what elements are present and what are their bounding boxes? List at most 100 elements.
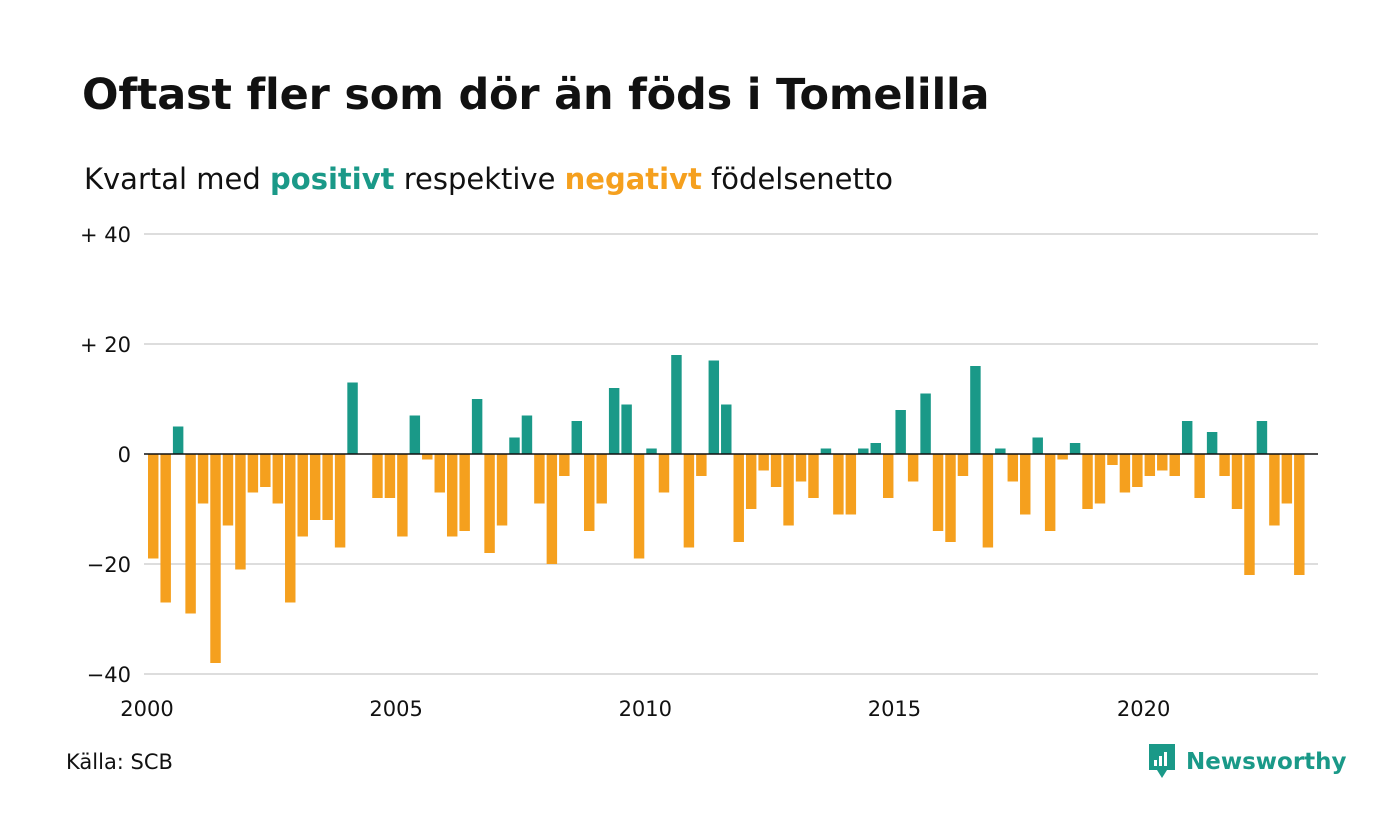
subtitle-positive-word: positivt	[270, 162, 395, 196]
bar-negative	[596, 454, 607, 504]
bar-negative	[1007, 454, 1019, 482]
bar-positive	[895, 410, 906, 454]
bar-negative	[247, 454, 259, 493]
bar-negative	[260, 454, 271, 487]
bar-positive	[920, 393, 931, 454]
bar-positive	[671, 355, 682, 454]
bar-positive	[1206, 432, 1218, 454]
bar-positive	[970, 366, 981, 454]
bar-positive	[1181, 421, 1193, 454]
bar-negative	[584, 454, 595, 531]
bar-negative	[696, 454, 707, 476]
bar-negative	[808, 454, 819, 498]
bar-positive	[995, 448, 1006, 454]
y-tick-label: 0	[118, 443, 131, 467]
bar-negative	[235, 454, 246, 570]
bar-negative	[546, 454, 558, 564]
bar-negative	[534, 454, 545, 504]
bar-negative	[770, 454, 782, 487]
bar-negative	[384, 454, 396, 498]
bar-negative	[907, 454, 919, 482]
brand-name: Newsworthy	[1186, 749, 1347, 775]
bar-positive	[409, 415, 421, 454]
bar-negative	[1094, 454, 1106, 504]
bar-negative	[484, 454, 495, 553]
newsworthy-logo-icon	[1149, 744, 1175, 778]
bar-negative	[559, 454, 570, 476]
bar-positive	[1256, 421, 1268, 454]
subtitle-text-before: Kvartal med	[84, 162, 261, 196]
bar-positive	[608, 388, 620, 454]
bar-negative	[658, 454, 670, 493]
bar-negative	[297, 454, 308, 537]
bar-negative	[795, 454, 807, 482]
x-tick-label: 2015	[868, 697, 921, 721]
bar-negative	[272, 454, 284, 504]
bar-negative	[1294, 454, 1305, 575]
bar-negative	[322, 454, 333, 520]
bar-negative	[783, 454, 794, 526]
bar-negative	[845, 454, 857, 515]
bar-negative	[1231, 454, 1243, 509]
chart-subtitle: Kvartal med positivt respektive negativt…	[84, 162, 893, 196]
bar-negative	[197, 454, 209, 504]
subtitle-text-middle: respektive	[403, 162, 556, 196]
bar-negative	[945, 454, 956, 542]
bar-negative	[1169, 454, 1180, 476]
bar-positive	[820, 448, 832, 454]
bar-negative	[982, 454, 994, 548]
bar-negative	[210, 454, 221, 663]
bar-negative	[222, 454, 234, 526]
bar-negative	[758, 454, 769, 471]
bar-negative	[1269, 454, 1280, 526]
bar-negative	[633, 454, 645, 559]
bar-positive	[858, 448, 869, 454]
bar-positive	[870, 443, 881, 454]
axes: + 40 + 20 0 −20 −40 2000 2005 2010 2015 2020	[80, 223, 1318, 721]
x-tick-label: 2020	[1117, 697, 1170, 721]
subtitle-text-after: födelsenetto	[711, 162, 893, 196]
bar-negative	[434, 454, 445, 493]
bar-negative	[833, 454, 844, 515]
bar-negative	[496, 454, 508, 526]
bar-negative	[422, 454, 433, 460]
bar-positive	[621, 404, 632, 454]
bar-positive	[1069, 443, 1081, 454]
bar-positive	[471, 399, 483, 454]
bar-positive	[172, 426, 184, 454]
grid-lines	[144, 233, 1318, 675]
bar-positive	[347, 382, 358, 454]
bar-negative	[372, 454, 383, 498]
bar-negative	[683, 454, 695, 548]
bar-negative	[334, 454, 346, 548]
bar-negative	[1057, 454, 1068, 460]
bar-negative	[1119, 454, 1131, 493]
x-tick-label: 2005	[369, 697, 422, 721]
bar-negative	[882, 454, 894, 498]
brand-logo: Newsworthy	[1147, 742, 1347, 782]
subtitle-negative-word: negativt	[564, 162, 702, 196]
bar-negative	[185, 454, 196, 614]
bar-negative	[1244, 454, 1255, 575]
bar-negative	[1107, 454, 1118, 465]
bar-negative	[745, 454, 757, 509]
bar-positive	[509, 437, 520, 454]
bar-negative	[957, 454, 969, 476]
y-tick-label: −40	[87, 663, 131, 687]
bar-negative	[1020, 454, 1031, 515]
y-tick-label: −20	[87, 553, 131, 577]
bar-negative	[446, 454, 458, 537]
bar-negative	[733, 454, 744, 542]
bar-positive	[571, 421, 583, 454]
bar-negative	[1132, 454, 1143, 487]
bar-negative	[285, 454, 296, 603]
bar-negative	[397, 454, 408, 537]
y-tick-label: + 20	[80, 333, 131, 357]
bar-negative	[1082, 454, 1093, 509]
x-tick-label: 2010	[619, 697, 672, 721]
x-tick-label: 2000	[120, 697, 173, 721]
bar-negative	[160, 454, 171, 603]
bar-negative	[1219, 454, 1230, 476]
bar-negative	[1194, 454, 1205, 498]
